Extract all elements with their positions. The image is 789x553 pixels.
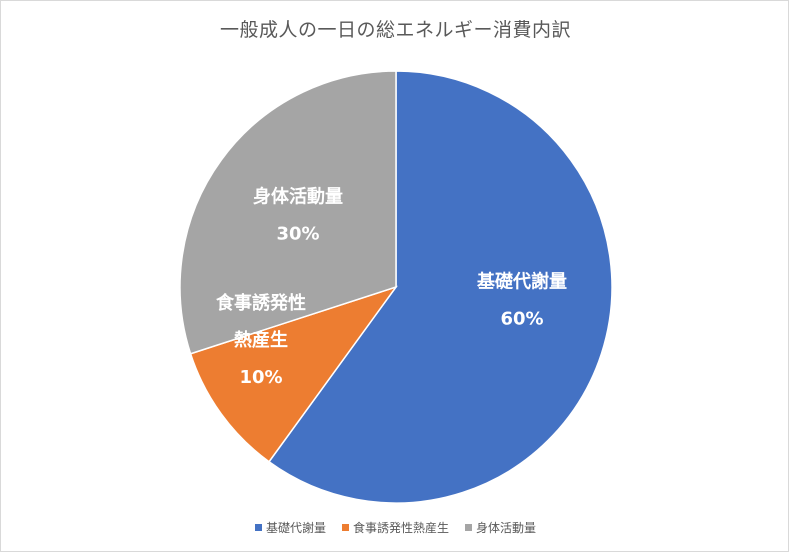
legend-item-physical-activity: 身体活動量 xyxy=(465,519,536,536)
legend: 基礎代謝量 食事誘発性熱産生 身体活動量 xyxy=(1,519,789,536)
legend-item-diet-induced-thermogenesis: 食事誘発性熱産生 xyxy=(341,519,449,536)
pie-slices xyxy=(179,70,613,504)
data-label-category: 基礎代謝量 xyxy=(476,271,567,293)
legend-label: 食事誘発性熱産生 xyxy=(352,521,449,535)
legend-label: 基礎代謝量 xyxy=(265,521,326,535)
data-label-category: 熱産生 xyxy=(234,329,288,351)
legend-swatch xyxy=(254,524,262,531)
data-label-value: 30% xyxy=(276,224,319,245)
legend-item-basal-metabolism: 基礎代謝量 xyxy=(254,519,326,536)
data-label-category: 身体活動量 xyxy=(253,186,343,208)
slice-physical-activity xyxy=(179,70,397,355)
slice-diet-induced-thermogenesis xyxy=(189,285,398,463)
data-labels: 基礎代謝量 60% 食事誘発性熱産生 10% 身体活動量 30% xyxy=(215,186,567,389)
legend-swatch xyxy=(465,524,472,531)
chart-title: 一般成人の一日の総エネルギー消費内訳 xyxy=(219,19,571,41)
slice-basal-metabolism xyxy=(267,70,613,504)
data-label-value: 60% xyxy=(500,309,543,330)
data-label-category: 食事誘発性 xyxy=(215,292,306,314)
legend-swatch xyxy=(341,524,349,531)
data-label-value: 10% xyxy=(239,367,282,388)
legend-label: 身体活動量 xyxy=(476,521,537,535)
